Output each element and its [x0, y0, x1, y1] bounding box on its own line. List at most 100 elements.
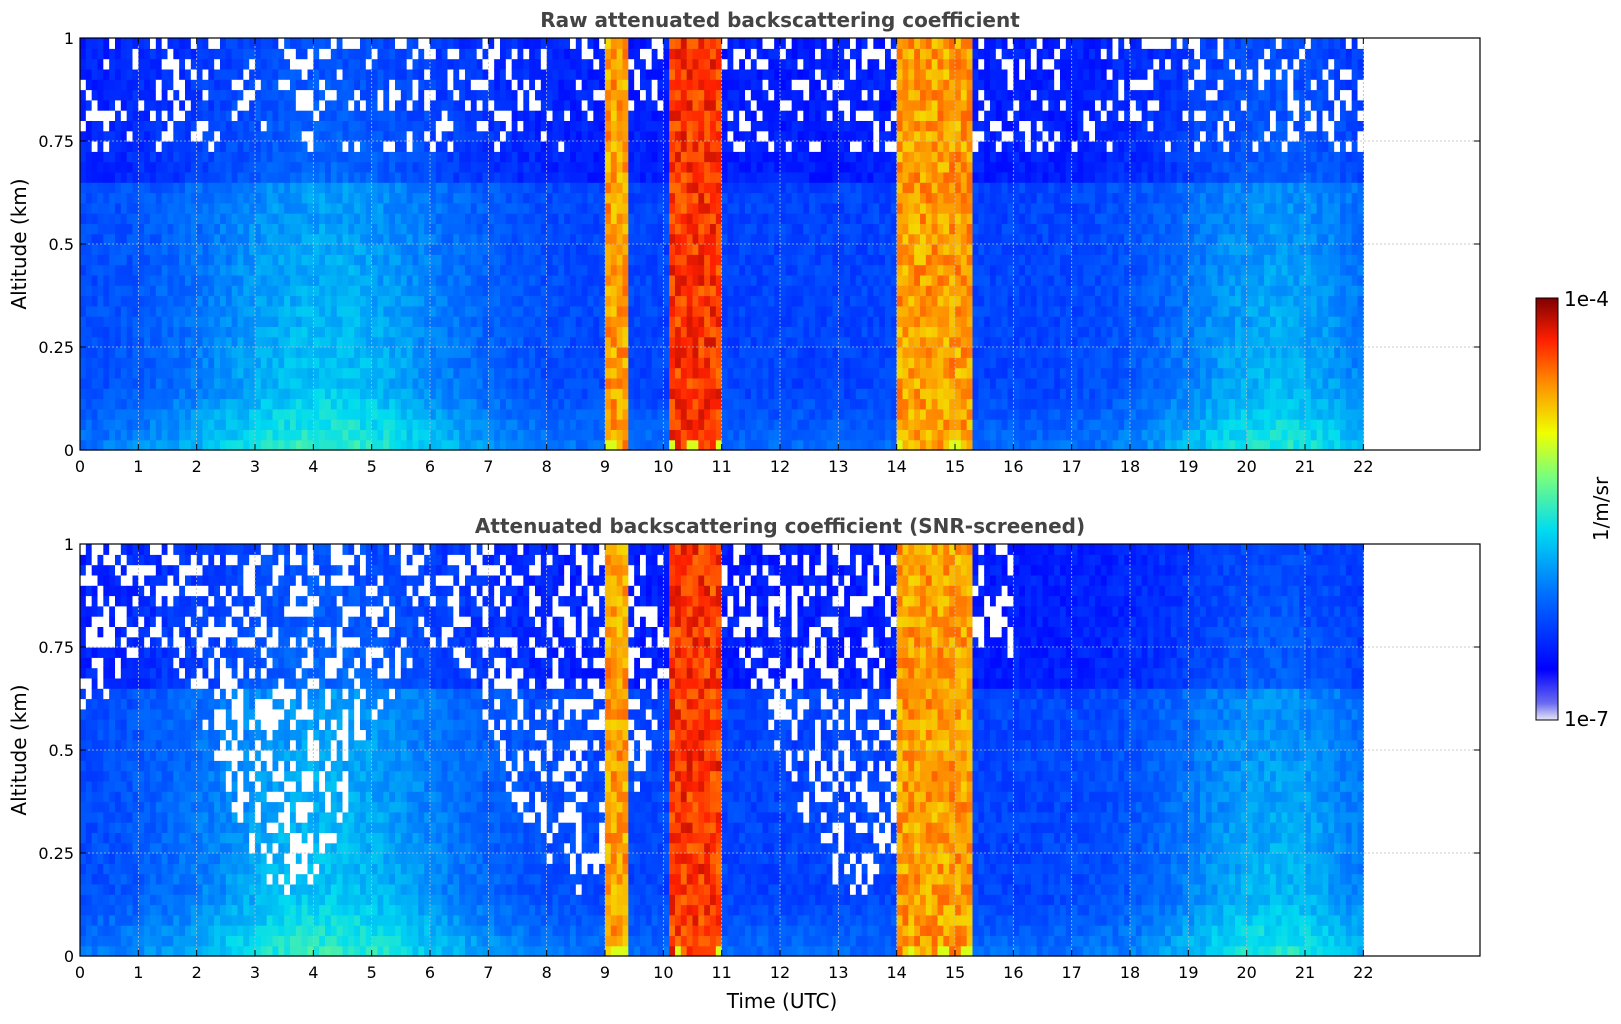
heatmap-cell: [173, 161, 180, 173]
heatmap-cell: [505, 99, 513, 111]
heatmap-cell: [377, 244, 384, 255]
heatmap-cell: [196, 419, 204, 430]
heatmap-cell: [599, 429, 606, 441]
heatmap-cell: [791, 130, 799, 142]
heatmap-cell: [115, 295, 122, 307]
heatmap-cell: [570, 419, 577, 430]
heatmap-cell: [727, 213, 734, 224]
heatmap-cell: [365, 326, 373, 338]
heatmap-cell: [150, 223, 157, 235]
heatmap-cell: [675, 244, 682, 255]
heatmap-cell: [144, 274, 151, 286]
heatmap-cell: [389, 110, 396, 121]
heatmap-cell: [727, 316, 734, 327]
heatmap-cell: [529, 357, 536, 369]
heatmap-cell: [546, 182, 554, 194]
heatmap-cell: [167, 336, 174, 348]
heatmap-cell: [342, 305, 349, 317]
heatmap-cell: [762, 336, 769, 348]
heatmap-cell: [774, 192, 781, 204]
heatmap-cell: [500, 326, 507, 338]
heatmap-cell: [301, 264, 309, 276]
heatmap-cell: [704, 213, 711, 224]
heatmap-cell: [523, 398, 530, 410]
heatmap-cell: [727, 223, 734, 235]
heatmap-cell: [109, 223, 116, 235]
heatmap-cell: [628, 48, 635, 60]
heatmap-cell: [745, 305, 752, 317]
heatmap-cell: [266, 130, 274, 142]
heatmap-cell: [657, 192, 664, 204]
heatmap-cell: [202, 161, 209, 173]
heatmap-cell: [395, 285, 402, 297]
heatmap-cell: [202, 223, 209, 235]
heatmap-cell: [546, 336, 554, 348]
heatmap-cell: [220, 120, 227, 132]
heatmap-cell: [290, 264, 297, 276]
heatmap-cell: [657, 213, 664, 224]
heatmap-cell: [482, 377, 489, 389]
heatmap-cell: [628, 151, 635, 163]
heatmap-cell: [628, 171, 635, 183]
heatmap-cell: [179, 326, 186, 338]
heatmap-cell: [605, 388, 612, 400]
heatmap-cell: [657, 89, 664, 101]
heatmap-cell: [750, 274, 758, 286]
heatmap-cell: [418, 141, 425, 152]
heatmap-cell: [126, 120, 134, 132]
heatmap-cell: [208, 58, 215, 70]
heatmap-cell: [208, 192, 215, 204]
heatmap-cell: [395, 141, 402, 152]
heatmap-cell: [214, 377, 221, 389]
heatmap-cell: [255, 141, 262, 152]
heatmap-cell: [354, 388, 361, 400]
heatmap-cell: [155, 285, 163, 297]
heatmap-cell: [465, 192, 472, 204]
heatmap-cell: [418, 347, 425, 358]
heatmap-cell: [80, 213, 87, 224]
heatmap-cell: [453, 48, 460, 60]
heatmap-cell: [167, 213, 174, 224]
heatmap-cell: [155, 79, 163, 91]
heatmap-cell: [797, 110, 804, 121]
heatmap-cell: [663, 141, 670, 152]
heatmap-cell: [185, 336, 192, 348]
heatmap-cell: [412, 171, 419, 183]
heatmap-cell: [675, 305, 682, 317]
heatmap-cell: [628, 130, 635, 142]
heatmap-cell: [552, 68, 559, 80]
heatmap-cell: [371, 48, 379, 60]
heatmap-cell: [319, 110, 326, 121]
heatmap-cell: [301, 161, 309, 173]
heatmap-cell: [552, 377, 559, 389]
heatmap-cell: [616, 151, 624, 163]
heatmap-cell: [587, 357, 594, 369]
heatmap-cell: [628, 38, 635, 49]
heatmap-cell: [179, 141, 186, 152]
heatmap-cell: [645, 326, 653, 338]
heatmap-cell: [698, 79, 705, 91]
heatmap-cell: [243, 347, 250, 358]
heatmap-cell: [383, 336, 390, 348]
heatmap-cell: [774, 48, 781, 60]
heatmap-cell: [575, 89, 583, 101]
heatmap-cell: [214, 192, 221, 204]
heatmap-cell: [634, 79, 641, 91]
heatmap-cell: [517, 48, 524, 60]
heatmap-cell: [430, 408, 437, 420]
heatmap-cell: [692, 305, 699, 317]
heatmap-cell: [465, 419, 472, 430]
heatmap-cell: [138, 429, 145, 441]
heatmap-cell: [301, 347, 309, 358]
heatmap-cell: [739, 347, 746, 358]
heatmap-cell: [488, 58, 495, 70]
heatmap-cell: [144, 377, 151, 389]
heatmap-cell: [494, 254, 501, 266]
heatmap-cell: [255, 377, 262, 389]
heatmap-cell: [155, 110, 163, 121]
heatmap-cell: [640, 398, 647, 410]
heatmap-cell: [570, 347, 577, 358]
heatmap-cell: [395, 99, 402, 111]
heatmap-cell: [138, 79, 145, 91]
heatmap-cell: [669, 429, 676, 441]
